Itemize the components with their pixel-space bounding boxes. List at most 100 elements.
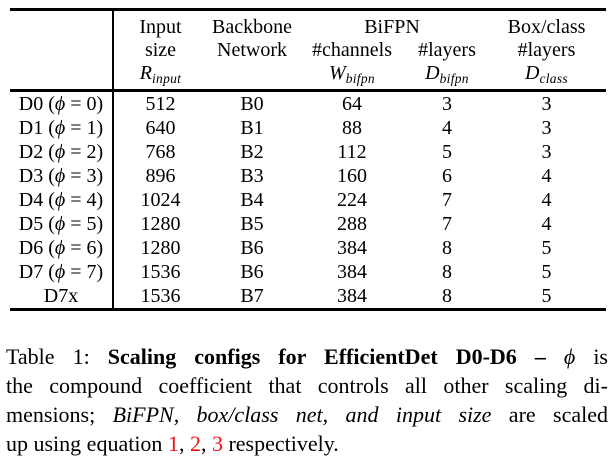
caption-text-segment: ϕ: [563, 344, 576, 369]
table-row: D2 (ϕ = 2) 768 B2 112 5 3: [10, 140, 606, 164]
phi-symbol: ϕ: [54, 165, 66, 187]
row-label-text: = 0): [65, 93, 104, 115]
table-body: D0 (ϕ = 0) 512 B0 64 3 3 D1 (ϕ = 1) 640 …: [10, 90, 606, 310]
cell-backbone: B4: [240, 189, 264, 211]
row-label: D5 (ϕ = 5): [10, 212, 114, 236]
cell-input-size: 1536: [140, 261, 181, 283]
row-label: D2 (ϕ = 2): [10, 140, 114, 164]
cell-boxclass-layers: 5: [541, 237, 552, 259]
cell-bifpn-channels: 160: [337, 165, 367, 187]
header-bifpn-layers: #layers: [418, 39, 476, 61]
phi-symbol: ϕ: [54, 261, 66, 283]
row-label: D0 (ϕ = 0): [10, 90, 114, 116]
cell-bifpn-layers: 4: [442, 117, 452, 139]
table-row: D7x 1536 B7 384 8 5: [10, 284, 606, 310]
row-label: D3 (ϕ = 3): [10, 164, 114, 188]
cell-input-size: 896: [145, 165, 176, 187]
cell-backbone: B2: [240, 141, 264, 163]
cell-bifpn-channels: 112: [337, 141, 367, 163]
table-header: Input Backbone BiFPN Box/class size Netw…: [10, 9, 606, 91]
row-label-text: D7x: [43, 285, 79, 307]
equation-ref-link[interactable]: 3: [211, 431, 223, 456]
table-row: D0 (ϕ = 0) 512 B0 64 3 3: [10, 90, 606, 116]
cell-bifpn-channels: 64: [342, 93, 362, 115]
header-backbone-network: Network: [217, 39, 287, 61]
caption-text-segment: mensions;: [6, 402, 113, 427]
row-label: D4 (ϕ = 4): [10, 188, 114, 212]
header-channels-symbol: Wbifpn: [297, 61, 407, 91]
table-row: D7 (ϕ = 7) 1536 B6 384 8 5: [10, 260, 606, 284]
scaling-configs-table-wrap: Input Backbone BiFPN Box/class size Netw…: [10, 8, 606, 311]
row-label-text: = 7): [65, 261, 104, 283]
cell-bifpn-channels: 384: [337, 285, 367, 307]
cell-bifpn-layers: 5: [442, 141, 452, 163]
row-label-text: = 3): [65, 165, 104, 187]
cell-bifpn-channels: 288: [337, 213, 367, 235]
caption-text-segment: Table 1:: [6, 344, 108, 369]
header-input-size: size: [144, 39, 177, 61]
math-subscript: bifpn: [345, 71, 375, 86]
cell-boxclass-layers: 4: [541, 165, 552, 187]
cell-bifpn-channels: 384: [337, 237, 367, 259]
row-label: D1 (ϕ = 1): [10, 116, 114, 140]
caption-text-segment: Scaling configs for EfficientDet D0-D6 –: [107, 344, 564, 369]
row-label-text: D1 (: [18, 117, 55, 139]
row-label: D7 (ϕ = 7): [10, 260, 114, 284]
table-row: D4 (ϕ = 4) 1024 B4 224 7 4: [10, 188, 606, 212]
cell-boxclass-layers: 5: [541, 285, 552, 307]
caption-text-segment: respectively.: [222, 431, 339, 456]
cell-input-size: 1280: [140, 237, 181, 259]
cell-boxclass-layers: 3: [541, 117, 552, 139]
row-label-text: D7 (: [18, 261, 55, 283]
row-label: D6 (ϕ = 6): [10, 236, 114, 260]
cell-boxclass-layers: 5: [541, 261, 552, 283]
caption-text-segment: are scaled: [491, 402, 608, 427]
cell-input-size: 768: [145, 141, 176, 163]
table-row: D5 (ϕ = 5) 1280 B5 288 7 4: [10, 212, 606, 236]
cell-boxclass-layers: 4: [541, 189, 552, 211]
row-label: D7x: [10, 284, 114, 310]
row-label-text: = 6): [65, 237, 104, 259]
caption-line: up using equation 1, 2, 3 respectively.: [6, 429, 608, 458]
cell-bifpn-channels: 384: [337, 261, 367, 283]
cell-backbone: B6: [240, 237, 264, 259]
header-bifpn-group: BiFPN: [364, 16, 420, 38]
row-label-text: D0 (: [18, 93, 55, 115]
math-symbol: D: [425, 62, 440, 84]
table-row: D1 (ϕ = 1) 640 B1 88 4 3: [10, 116, 606, 140]
header-class-symbol: Dclass: [487, 61, 606, 91]
row-label-text: D6 (: [18, 237, 55, 259]
row-label-text: = 4): [65, 189, 104, 211]
cell-backbone: B7: [240, 285, 264, 307]
row-label-text: = 5): [65, 213, 104, 235]
cell-bifpn-layers: 8: [442, 261, 452, 283]
cell-backbone: B5: [240, 213, 264, 235]
phi-symbol: ϕ: [54, 117, 66, 139]
cell-backbone: B6: [240, 261, 264, 283]
cell-bifpn-layers: 3: [442, 93, 452, 115]
caption-text-segment: BiFPN, box/class net, and input size: [112, 402, 492, 427]
phi-symbol: ϕ: [54, 141, 66, 163]
math-symbol: D: [525, 62, 540, 84]
cell-boxclass-layers: 3: [541, 93, 552, 115]
cell-input-size: 640: [145, 117, 176, 139]
cell-bifpn-channels: 224: [337, 189, 367, 211]
caption-text-segment: is: [575, 344, 608, 369]
equation-ref-link[interactable]: 2: [189, 431, 201, 456]
cell-boxclass-layers: 4: [541, 213, 552, 235]
cell-input-size: 1024: [140, 189, 181, 211]
phi-symbol: ϕ: [54, 93, 66, 115]
phi-symbol: ϕ: [54, 213, 66, 235]
row-label-text: = 1): [65, 117, 104, 139]
header-bifpn-channels: #channels: [312, 39, 392, 61]
caption-text-segment: ,: [178, 431, 190, 456]
cell-backbone: B1: [240, 117, 264, 139]
cell-bifpn-layers: 8: [442, 237, 452, 259]
equation-ref-link[interactable]: 1: [167, 431, 179, 456]
cell-bifpn-layers: 6: [442, 165, 452, 187]
cell-bifpn-layers: 7: [442, 189, 452, 211]
phi-symbol: ϕ: [54, 189, 66, 211]
header-backbone-symbol-empty: [207, 61, 297, 91]
header-layers-symbol: Dbifpn: [407, 61, 487, 91]
